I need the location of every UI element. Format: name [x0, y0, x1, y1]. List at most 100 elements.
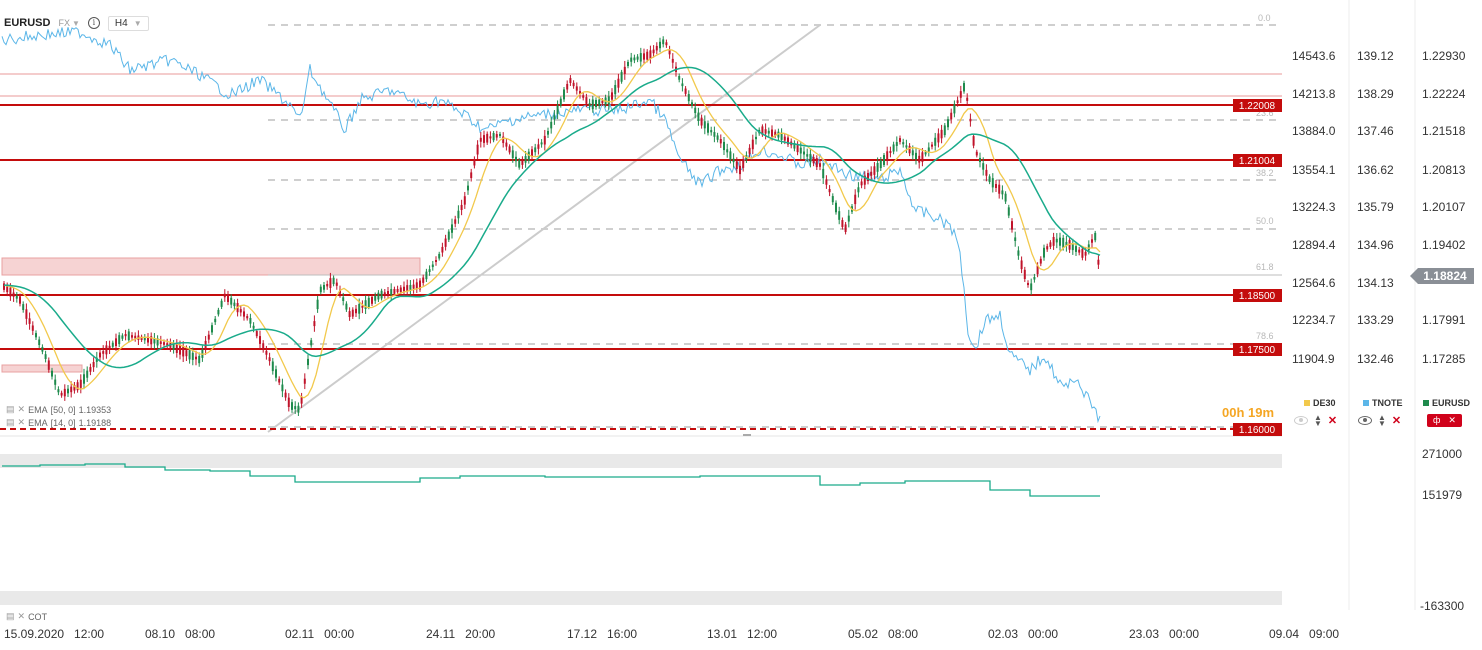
candle-body — [383, 292, 386, 296]
info-icon[interactable]: i — [87, 17, 100, 29]
candle-body — [393, 288, 396, 294]
level-label: 1.16000 — [1239, 425, 1276, 436]
close-icon[interactable]: ✕ — [17, 611, 26, 621]
candle-body — [438, 253, 441, 259]
candle-body — [1084, 251, 1087, 256]
indicator-legend-ema14[interactable]: ▤ ✕ EMA [14, 0] 1.19188 — [6, 417, 111, 428]
settings-icon[interactable]: ▤ — [6, 611, 15, 621]
candle-body — [51, 370, 53, 377]
trend-line[interactable] — [267, 24, 821, 433]
fib-label-50: 50.0 — [1256, 216, 1274, 226]
candle-body — [707, 123, 709, 133]
time-tick: 15.09.2020 12:00 — [4, 627, 104, 641]
axis-tick: 1.17991 — [1422, 313, 1466, 327]
current-price-value: 1.18824 — [1423, 269, 1467, 283]
candle-body — [147, 336, 149, 343]
candle-body — [972, 136, 975, 146]
candle-body — [723, 141, 725, 151]
cot-axis[interactable]: 271000 151979 -163300 — [1420, 447, 1464, 613]
candle-body — [975, 151, 978, 156]
time-axis[interactable]: 15.09.2020 12:00 08.10 08:00 02.11 00:00 24… — [4, 627, 1339, 641]
candle-body — [694, 107, 697, 114]
timeframe-value: H4 — [114, 17, 128, 29]
candle-body — [131, 335, 133, 338]
color-swatch — [1423, 400, 1429, 406]
candle-body — [457, 210, 460, 219]
eurusd-active-button[interactable]: ф ✕ — [1427, 414, 1462, 427]
series-tnote[interactable]: TNOTE — [1363, 398, 1403, 408]
candle-body — [515, 156, 517, 162]
candle-body — [1020, 260, 1023, 270]
candle-body — [710, 130, 713, 133]
reorder-icon[interactable]: ▲ ▼ — [1314, 412, 1322, 428]
candle-body — [575, 86, 578, 91]
eye-icon[interactable] — [1294, 416, 1308, 425]
close-icon[interactable]: ✕ — [17, 404, 26, 414]
de30-axis[interactable]: 14543.6 14213.8 13884.0 13554.1 13224.3 12894… — [1292, 49, 1336, 366]
candle-body — [1052, 236, 1055, 246]
candle-body — [105, 345, 108, 355]
candle-body — [470, 172, 473, 178]
candle-body — [1071, 243, 1074, 251]
timeframe-select[interactable]: H4 ▼ — [107, 15, 149, 31]
candle-body — [988, 176, 991, 183]
candle-body — [377, 292, 380, 300]
indicator-legend-ema50[interactable]: ▤ ✕ EMA [50, 0] 1.19353 — [6, 404, 111, 415]
instrument-type[interactable]: FX ▼ — [58, 18, 79, 28]
candle-body — [57, 389, 60, 393]
candle-body — [543, 135, 546, 145]
candle-body — [655, 45, 658, 51]
candle-body — [422, 277, 425, 283]
candle-body — [1017, 250, 1020, 256]
candle-body — [1087, 244, 1090, 251]
candle-body — [63, 388, 66, 397]
candle-body — [1065, 241, 1068, 246]
candle-body — [451, 224, 453, 233]
candle-body — [12, 292, 15, 297]
candle-body — [291, 402, 293, 410]
candle-body — [406, 285, 409, 292]
pane-resize-handle[interactable] — [743, 434, 751, 436]
settings-icon[interactable]: ▤ — [6, 417, 15, 427]
horizontal-levels[interactable] — [0, 104, 1282, 350]
candle-body — [774, 131, 777, 136]
candle-body — [614, 84, 617, 95]
candle-body — [527, 151, 530, 161]
candle-body — [1081, 248, 1084, 258]
ema50-line — [3, 66, 1101, 369]
fibonacci-retracement[interactable] — [268, 24, 1282, 428]
settings-icon[interactable]: ▤ — [6, 404, 15, 414]
cot-legend[interactable]: ▤ ✕ COT — [6, 611, 47, 622]
candle-body — [1046, 246, 1049, 250]
candle-body — [617, 78, 620, 88]
candle-body — [1023, 269, 1026, 279]
candle-body — [102, 351, 105, 354]
candle-body — [883, 155, 885, 165]
candle-body — [870, 171, 873, 176]
symbol-name[interactable]: EURUSD — [4, 17, 51, 29]
candle-body — [342, 297, 345, 301]
close-icon[interactable]: ✕ — [1327, 415, 1338, 427]
candle-body — [767, 130, 770, 134]
eurusd-axis[interactable]: 1.22930 1.22224 1.21518 1.20813 1.20107 1.194… — [1422, 49, 1466, 366]
candle-body — [979, 157, 981, 163]
series-de30[interactable]: DE30 — [1304, 398, 1336, 408]
close-icon[interactable]: ✕ — [17, 417, 26, 427]
candle-body — [671, 58, 674, 63]
cot-tick: 151979 — [1422, 488, 1462, 502]
candle-body — [601, 100, 604, 104]
candle-body — [124, 334, 127, 337]
close-icon[interactable]: ✕ — [1391, 415, 1402, 427]
candle-body — [995, 184, 997, 188]
axis-tick: 1.21518 — [1422, 124, 1466, 138]
axis-tick: 12234.7 — [1292, 313, 1336, 327]
eye-icon[interactable] — [1358, 416, 1372, 425]
candle-body — [815, 158, 818, 168]
candle-body — [278, 378, 281, 383]
series-eurusd[interactable]: EURUSD — [1423, 398, 1470, 408]
axis-tick: 1.22930 — [1422, 49, 1466, 63]
tnote-axis[interactable]: 139.12 138.29 137.46 136.62 135.79 134.96 134.… — [1357, 49, 1394, 366]
reorder-icon[interactable]: ▲ ▼ — [1378, 412, 1386, 428]
candle-body — [140, 336, 143, 340]
